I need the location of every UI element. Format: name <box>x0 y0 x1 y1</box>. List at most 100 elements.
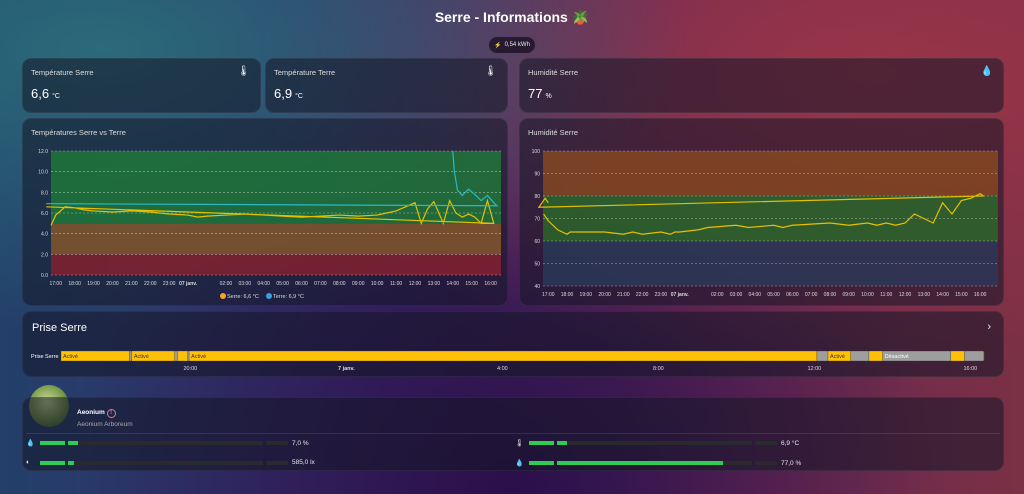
energy-value: 0,54 kWh <box>504 42 530 48</box>
lightning-icon: ⚡ <box>494 42 502 49</box>
series-line-serre <box>46 198 495 226</box>
timeline-segment-label: Activé <box>134 354 149 360</box>
legend-swatch <box>220 293 226 299</box>
sensor-level-bar <box>557 441 752 445</box>
sensor-max-bar <box>266 441 288 445</box>
timeline-tick-label: 7 janv. <box>338 366 355 372</box>
humidity-chart-card: Humidité Serre 40 50 60 70 80 90 100 17:00 18:00… <box>519 118 1004 306</box>
timeline-segment-on <box>950 350 965 362</box>
potted-plant-icon: 🪴 <box>571 9 590 25</box>
energy-badge[interactable]: ⚡ 0,54 kWh <box>489 37 535 53</box>
y-tick-label: 10.0 <box>38 170 48 176</box>
sensor-max-bar <box>755 441 777 445</box>
thermometer-icon: 🌡 <box>484 66 497 77</box>
series-line-terre <box>46 150 499 207</box>
timeline-segment-on <box>868 350 883 362</box>
stat-label: Température Terre <box>274 68 336 77</box>
chart-title: Températures Serre vs Terre <box>31 128 126 137</box>
threshold-band <box>543 241 998 286</box>
temperature-chart: 0.0 2.0 4.0 6.0 8.0 10.0 12.0 17:00 18:00 19:00 20… <box>38 149 501 300</box>
sensor-level-bar <box>68 460 263 465</box>
x-tick-label: 13:00 <box>428 281 441 287</box>
timeline-segment-on <box>177 350 188 362</box>
x-tick-label: 12:00 <box>899 292 912 298</box>
y-tick-label: 2.0 <box>41 252 48 258</box>
timeline-chart: Prise Serre Activé Activé Activé Activé Désac… <box>31 350 985 372</box>
page-title: Serre - Informations 🪴 <box>434 9 590 25</box>
timeline-row-label: Prise Serre <box>31 354 59 360</box>
timeline-tick-label: 16:00 <box>963 366 977 372</box>
x-tick-label: 11:00 <box>390 281 402 287</box>
sensor-row-thermometer[interactable]: 🌡 6,9 °C <box>515 439 799 448</box>
x-tick-label: 10:00 <box>861 292 874 298</box>
timeline-segment-on <box>983 350 985 362</box>
humidity-drop-icon: 💧 <box>515 460 524 467</box>
timeline-segment-off <box>129 350 133 362</box>
x-tick-label: 08:00 <box>333 281 346 287</box>
y-tick-label: 40 <box>534 284 540 290</box>
x-tick-label: 06:00 <box>295 281 308 287</box>
timeline-segment-label: Désactivé <box>885 354 909 360</box>
plant-species: Aeonium Arboreum <box>77 421 133 428</box>
sensor-row-brightness[interactable]: ◐ 585,0 lx <box>26 459 315 466</box>
stat-label: Humidité Serre <box>528 68 579 77</box>
sensor-value: 77,0 % <box>781 459 802 467</box>
x-tick-label: 05:00 <box>276 281 289 287</box>
timeline-segment-label: Activé <box>191 354 206 360</box>
x-tick-label: 21:00 <box>125 281 138 287</box>
x-tick-label: 14:00 <box>936 292 949 298</box>
chart-title: Humidité Serre <box>528 128 579 137</box>
x-tick-label: 23:00 <box>163 281 176 287</box>
x-tick-label: 08:00 <box>824 292 837 298</box>
y-tick-label: 6.0 <box>41 211 48 217</box>
sensor-row-humidity-drop[interactable]: 💧 77,0 % <box>515 459 802 468</box>
threshold-band <box>543 151 998 196</box>
stat-temperature-serre[interactable]: Température Serre 🌡 6,6 °C <box>22 58 261 113</box>
x-tick-label: 22:00 <box>144 281 157 287</box>
brightness-icon: ◐ <box>26 459 31 466</box>
sensor-row-water-drop[interactable]: 💧 7,0 % <box>26 439 309 448</box>
sensor-level-bar <box>68 441 263 445</box>
stat-temperature-terre[interactable]: Température Terre 🌡 6,9 °C <box>265 58 508 113</box>
legend-item: Terre: 6,9 °C <box>273 294 304 300</box>
humidity-chart: 40 50 60 70 80 90 100 17:00 18:00 19:00 20:00 21:00… <box>532 149 998 298</box>
stat-value: 77% <box>528 86 552 101</box>
series-line-humidite <box>537 193 986 235</box>
y-tick-label: 12.0 <box>38 149 48 155</box>
x-tick-label: 19:00 <box>580 292 593 298</box>
y-tick-label: 50 <box>534 262 540 268</box>
stat-humidite-serre[interactable]: Humidité Serre 💧 77% <box>519 58 1004 113</box>
plant-name: Aeonium ! <box>77 409 116 418</box>
x-tick-label: 16:00 <box>974 292 987 298</box>
x-tick-label: 19:00 <box>87 281 100 287</box>
x-tick-label: 03:00 <box>239 281 252 287</box>
timeline-tick-label: 4:00 <box>497 366 508 372</box>
timeline-title: Prise Serre <box>32 322 88 334</box>
y-tick-label: 70 <box>534 217 540 223</box>
x-tick-label: 04:00 <box>257 281 270 287</box>
chevron-right-icon[interactable]: › <box>987 321 991 333</box>
x-tick-label: 10:00 <box>371 281 384 287</box>
timeline-tick-label: 20:00 <box>183 366 197 372</box>
legend-item: Serre: 6,6 °C <box>227 294 259 300</box>
x-tick-label: 03:00 <box>730 292 743 298</box>
x-tick-label: 16:00 <box>484 281 497 287</box>
x-tick-label: 15:00 <box>955 292 968 298</box>
x-tick-label: 13:00 <box>918 292 931 298</box>
sensor-value: 585,0 lx <box>292 459 315 466</box>
thermometer-icon: 🌡 <box>237 66 250 77</box>
sensor-max-bar <box>266 460 288 465</box>
stat-value: 6,9 °C <box>274 86 303 101</box>
x-tick-label: 21:00 <box>617 292 630 298</box>
sensor-min-bar <box>529 461 554 465</box>
x-tick-label: 02:00 <box>711 292 724 298</box>
sensor-level-bar <box>557 461 752 465</box>
x-tick-label: 07:00 <box>805 292 818 298</box>
threshold-band <box>51 254 501 275</box>
x-tick-label: 20:00 <box>598 292 611 298</box>
timeline-segment-label: Activé <box>830 354 845 360</box>
timeline-segment-label: Activé <box>63 354 78 360</box>
exclamation-circle-icon[interactable]: ! <box>106 409 116 418</box>
sensor-min-bar <box>40 460 65 465</box>
x-tick-label: 18:00 <box>68 281 81 287</box>
